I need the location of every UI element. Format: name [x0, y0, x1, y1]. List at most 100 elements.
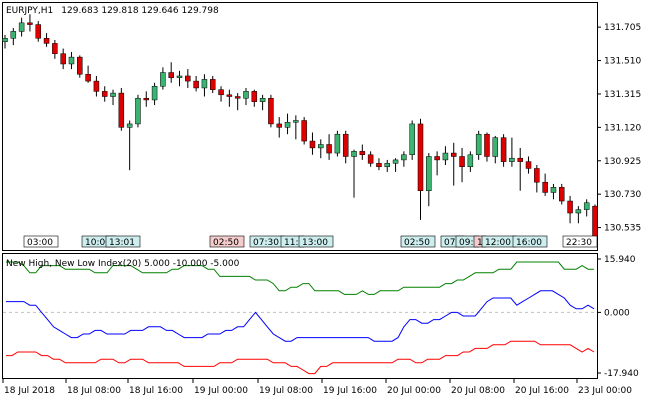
candle-body: [509, 157, 515, 162]
candle: [193, 75, 199, 92]
candle: [243, 87, 249, 106]
indicator-title: New High, New Low Index(20) 5.000 -10.00…: [6, 259, 240, 269]
candle-body: [534, 168, 540, 183]
candle-body: [342, 133, 349, 157]
candle-body: [500, 137, 507, 162]
candle: [93, 75, 100, 97]
candle: [450, 142, 457, 186]
candle-body: [525, 161, 532, 169]
candle: [151, 82, 158, 106]
session-label: 22:30: [562, 235, 598, 248]
price-tick-label: 130.535: [604, 224, 641, 234]
candle: [85, 65, 91, 83]
candle-body: [284, 121, 291, 128]
candle-body: [326, 144, 332, 154]
indicator-tick-label: 0.000: [604, 308, 630, 318]
candle: [18, 17, 25, 37]
candle: [542, 173, 548, 196]
candle-body: [259, 97, 266, 102]
time-tick-label: 18 Jul 08:00: [67, 386, 121, 396]
time-tick-label: 20 Jul 00:00: [387, 386, 441, 396]
price-tick-label: 130.925: [604, 157, 641, 167]
candle-body: [126, 123, 133, 128]
candle-body: [318, 144, 324, 149]
candle-body: [176, 75, 183, 78]
candle: [492, 135, 499, 164]
candle: [567, 195, 573, 224]
session-label: 02:50: [400, 235, 436, 248]
candle: [401, 151, 407, 167]
candle-body: [484, 133, 490, 157]
session-label-text: 07:: [444, 238, 458, 248]
session-label-box: [209, 235, 245, 248]
candle-body: [193, 80, 199, 89]
session-label-box: [298, 235, 334, 248]
candle-body: [234, 96, 241, 99]
candle-body: [85, 73, 91, 82]
candle: [160, 67, 166, 90]
candle-body: [450, 152, 457, 157]
candle-body: [309, 140, 316, 149]
candle: [442, 146, 449, 166]
candle: [234, 93, 241, 111]
session-label: 16:00: [512, 235, 548, 248]
session-label-text: 13:01: [109, 238, 135, 248]
candle-body: [409, 123, 415, 156]
candle: [525, 156, 532, 174]
symbol-title: EURJPY,H1 129.683 129.818 129.646 129.798: [6, 6, 219, 16]
candle: [318, 139, 324, 159]
candle-body: [434, 156, 440, 161]
candle-body: [583, 202, 590, 210]
candle-body: [442, 152, 449, 161]
candle: [583, 199, 590, 217]
candle: [176, 70, 183, 87]
candle-body: [467, 154, 474, 168]
candle: [110, 89, 116, 106]
candle: [168, 62, 174, 83]
high-line: [6, 261, 594, 295]
candle-body: [52, 43, 58, 54]
time-tick-label: 19 Jul 16:00: [323, 386, 377, 396]
candle-body: [559, 187, 565, 202]
price-plot[interactable]: [2, 14, 598, 244]
candle-body: [35, 24, 41, 39]
time-tick-label: 23 Jul 00:00: [578, 386, 632, 396]
candle: [309, 132, 316, 155]
indicator-tick-label: 15.940: [604, 255, 636, 265]
candle-body: [575, 209, 582, 214]
price-tick-label: 130.730: [604, 190, 641, 200]
candle-body: [567, 200, 573, 214]
candle-body: [60, 53, 66, 65]
indicator-plot[interactable]: [3, 261, 597, 375]
session-label-text: 02:50: [213, 238, 239, 248]
candle: [27, 14, 33, 32]
time-tick-label: 20 Jul 08:00: [451, 386, 505, 396]
price-tick-label: 131.120: [604, 123, 641, 133]
price-tick-label: 131.705: [604, 23, 641, 33]
candle: [417, 118, 424, 220]
candle: [426, 153, 432, 207]
candle: [276, 117, 282, 138]
candle: [459, 147, 465, 183]
candle-body: [209, 79, 216, 90]
candle-body: [550, 187, 557, 193]
candle-body: [417, 123, 424, 191]
session-label: 07:30: [249, 235, 285, 248]
candle: [209, 75, 216, 94]
indicator-tick-label: -17.940: [604, 369, 639, 379]
candle-body: [2, 38, 8, 42]
candle-body: [459, 156, 465, 168]
candle: [284, 113, 291, 135]
candle: [326, 134, 332, 160]
candle-body: [135, 97, 141, 125]
candle: [118, 87, 125, 131]
candle: [226, 89, 233, 107]
session-label-text: 13:00: [302, 238, 328, 248]
candle-body: [68, 56, 75, 65]
session-label-text: 16:00: [516, 238, 542, 248]
candle-body: [334, 133, 341, 154]
candle: [143, 91, 150, 107]
time-tick-label: 18 Jul 16:00: [129, 386, 183, 396]
